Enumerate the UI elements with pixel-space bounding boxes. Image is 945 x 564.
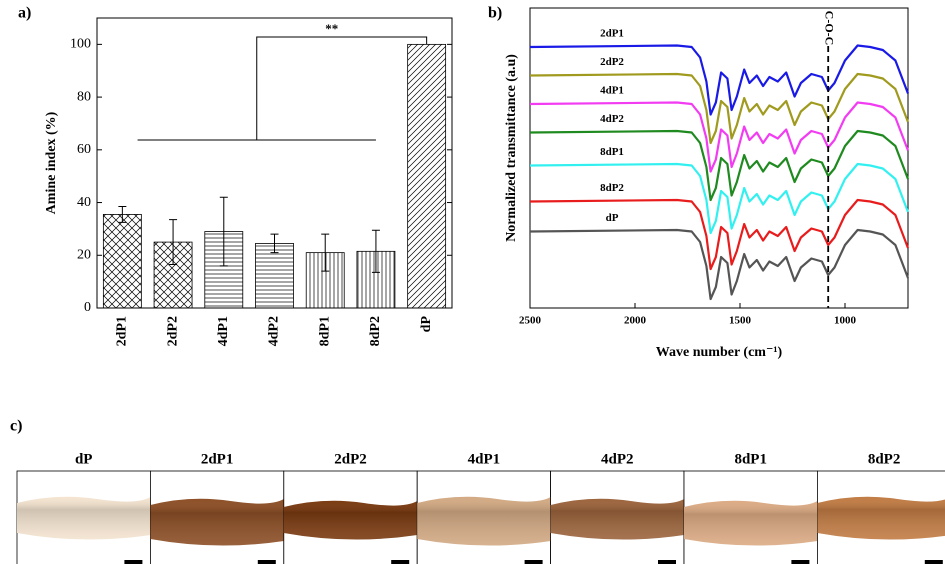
tissue-shade <box>550 498 684 540</box>
micrographs: dP 2dP1 2dP2 4dP1 4dP2 8dP1 8dP2 <box>16 451 945 564</box>
series-label: 2dP1 <box>600 28 624 40</box>
tissue-shade <box>684 500 818 546</box>
image-label: 8dP1 <box>734 451 767 467</box>
x-tick-label: 2dP1 <box>115 316 130 346</box>
spectrum-line <box>529 101 910 173</box>
y-axis-label: Amine index (%) <box>44 111 59 214</box>
y-tick-label: 60 <box>77 142 91 157</box>
spectrum-line <box>529 72 910 145</box>
image-label: 2dP2 <box>334 451 367 467</box>
panel-label: b) <box>488 5 502 22</box>
tissue-shade <box>817 496 945 540</box>
series-label: 8dP2 <box>600 182 624 194</box>
panel-label: a) <box>18 5 31 22</box>
scale-bar <box>524 560 543 564</box>
x-tick-label: 1000 <box>834 315 857 327</box>
series-label: dP <box>606 212 619 224</box>
series-label: 4dP1 <box>600 85 624 97</box>
tissue-shade <box>150 498 284 546</box>
x-tick-label: 4dP1 <box>216 316 231 346</box>
spectrum-line <box>529 44 910 116</box>
panel-label: c) <box>10 418 22 435</box>
x-tick-label: dP <box>419 316 434 333</box>
spectrum-line <box>529 162 910 235</box>
spectrum-line <box>529 198 910 271</box>
image-label: 2dP1 <box>201 451 234 467</box>
x-axis-label: Wave number (cm⁻¹) <box>656 345 783 360</box>
spectrum-line <box>529 129 910 202</box>
x-tick-label: 4dP2 <box>267 316 282 346</box>
y-tick-label: 40 <box>77 195 91 210</box>
error-bar <box>321 233 330 272</box>
y-tick-label: 80 <box>77 89 91 104</box>
x-tick-label: 2000 <box>624 315 647 327</box>
plot-frame <box>529 7 909 309</box>
error-bar <box>118 206 127 223</box>
x-tick-label: 8dP1 <box>317 316 332 346</box>
scale-bar <box>257 560 276 564</box>
tissue-shade <box>417 496 551 546</box>
error-bar <box>219 196 228 267</box>
tissue-shade <box>283 500 418 540</box>
scale-bar <box>658 560 676 564</box>
y-tick-label: 20 <box>77 247 91 262</box>
scale-bar <box>124 560 143 564</box>
image-label: 8dP2 <box>868 451 901 467</box>
series-label: 4dP2 <box>600 113 624 125</box>
scale-bar <box>791 560 810 564</box>
scale-bar <box>391 560 410 564</box>
reference-label: C-O-C <box>822 11 836 46</box>
y-tick-label: 0 <box>84 300 91 315</box>
image-label: 4dP1 <box>468 451 501 467</box>
error-bar <box>371 229 380 273</box>
error-bar <box>169 219 178 265</box>
error-bar <box>270 233 279 254</box>
x-tick-label: 2dP2 <box>165 316 180 346</box>
image-label: dP <box>75 451 93 467</box>
scale-bar <box>924 560 943 564</box>
annotation: ** <box>325 21 338 36</box>
x-tick-label: 2500 <box>519 315 542 327</box>
bar <box>407 43 447 309</box>
image-label: 4dP2 <box>601 451 634 467</box>
y-tick-label: 100 <box>70 37 91 52</box>
spectrum-line <box>529 228 910 301</box>
x-tick-label: 1500 <box>729 315 752 327</box>
bar <box>255 243 294 309</box>
series-label: 2dP2 <box>600 56 624 68</box>
tissue-shade <box>17 496 151 540</box>
y-axis-label: Normalized transmittance (a.u) <box>504 54 519 242</box>
bar <box>102 214 142 309</box>
x-tick-label: 8dP2 <box>368 316 383 346</box>
significance-bracket <box>137 36 428 141</box>
series-label: 8dP1 <box>600 146 624 158</box>
